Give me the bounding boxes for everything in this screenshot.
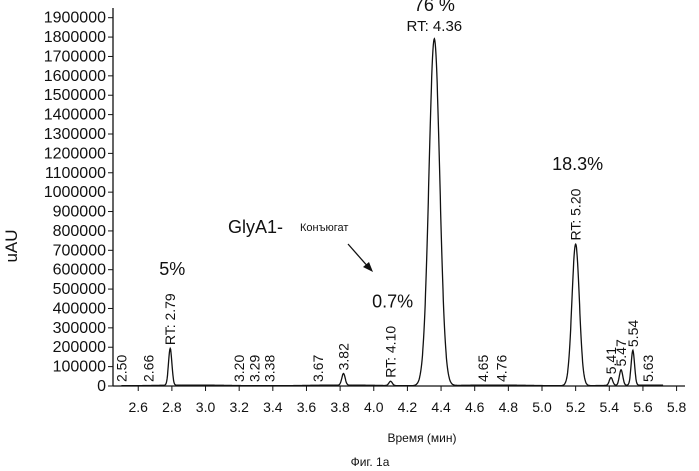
peak-labels: 2.50 2.66 RT: 2.79 5% 3.203.293.38 3.67 3.82 RT… xyxy=(113,0,656,382)
peak-time-label: 3.67 xyxy=(310,355,326,382)
y-axis-ticks: 0 100000 200000 300000 400000 500000 600000 700… xyxy=(44,10,113,395)
x-tick-label: 4.4 xyxy=(431,399,451,415)
x-axis-ticks: 2.6 2.8 3.0 3.2 3.4 3.6 3.8 4.0 4.2 4.4 4.6 4.8 5.0 5… xyxy=(129,386,687,415)
y-tick-label: 600000 xyxy=(53,262,106,279)
figure-caption: Фиг. 1a xyxy=(351,455,390,469)
peak-time-label: 3.29 xyxy=(246,355,262,382)
y-tick-label: 200000 xyxy=(53,339,106,356)
conjugate-prefix-annotation: GlyA1- xyxy=(228,217,283,237)
x-tick-label: 3.0 xyxy=(196,399,216,415)
y-tick-label: 1300000 xyxy=(44,126,106,143)
peak-time-label: 4.76 xyxy=(494,355,510,382)
x-tick-label: 5.4 xyxy=(600,399,620,415)
y-tick-label: 0 xyxy=(97,378,106,395)
peak-time-label: 2.50 xyxy=(113,355,129,382)
x-tick-label: 4.6 xyxy=(465,399,485,415)
y-tick-label: 1100000 xyxy=(45,165,106,182)
x-axis-label: Время (мин) xyxy=(387,431,456,445)
conjugate-arrow xyxy=(348,244,373,272)
peak-rt-label: RT: 5.20 xyxy=(568,188,584,240)
peak-rt-label: RT: 2.79 xyxy=(162,293,178,345)
y-tick-label: 1000000 xyxy=(44,184,106,201)
y-axis-label: uAU xyxy=(2,229,21,262)
x-tick-label: 5.0 xyxy=(532,399,552,415)
y-tick-label: 1200000 xyxy=(44,145,106,162)
x-tick-label: 3.6 xyxy=(297,399,317,415)
peak-rt-label: RT: 4.10 xyxy=(383,326,399,378)
y-tick-label: 1800000 xyxy=(44,29,106,46)
x-tick-label: 3.4 xyxy=(263,399,283,415)
y-tick-label: 1600000 xyxy=(44,68,106,85)
x-tick-label: 2.6 xyxy=(129,399,149,415)
y-tick-label: 1900000 xyxy=(44,10,106,27)
peak-percent-label: 0.7% xyxy=(372,291,413,311)
peak-percent-label: 5% xyxy=(159,259,185,279)
y-tick-label: 300000 xyxy=(53,320,106,337)
peak-time-label: 5.54 xyxy=(625,320,641,347)
x-tick-label: 4.2 xyxy=(398,399,418,415)
y-tick-label: 900000 xyxy=(53,204,106,221)
peak-time-label: 3.82 xyxy=(335,343,351,370)
y-tick-label: 400000 xyxy=(53,300,106,317)
x-tick-label: 2.8 xyxy=(162,399,182,415)
peak-percent-label: 76 % xyxy=(414,0,455,15)
y-tick-label: 800000 xyxy=(53,223,106,240)
x-tick-label: 5.8 xyxy=(667,399,687,415)
peak-time-label: 5.63 xyxy=(640,355,656,382)
x-tick-label: 4.0 xyxy=(364,399,384,415)
peak-time-label: 3.20 xyxy=(231,355,247,382)
y-tick-label: 700000 xyxy=(53,242,106,259)
y-tick-label: 500000 xyxy=(53,281,106,298)
x-tick-label: 5.6 xyxy=(633,399,653,415)
peak-percent-label: 18.3% xyxy=(552,154,603,174)
y-tick-label: 1700000 xyxy=(44,48,106,65)
y-tick-label: 1400000 xyxy=(44,107,106,124)
y-tick-label: 100000 xyxy=(53,359,106,376)
peak-rt-label: RT: 4.36 xyxy=(407,18,463,35)
peak-time-label: 3.38 xyxy=(261,355,277,382)
x-tick-label: 5.2 xyxy=(566,399,586,415)
y-tick-label: 1500000 xyxy=(44,87,106,104)
peak-time-label: 4.65 xyxy=(475,355,491,382)
axes xyxy=(113,8,685,386)
peak-time-label: 2.66 xyxy=(140,355,156,382)
x-tick-label: 3.8 xyxy=(330,399,350,415)
x-tick-label: 3.2 xyxy=(229,399,249,415)
conjugate-word-annotation: Конъюгат xyxy=(300,222,348,234)
x-tick-label: 4.8 xyxy=(499,399,519,415)
